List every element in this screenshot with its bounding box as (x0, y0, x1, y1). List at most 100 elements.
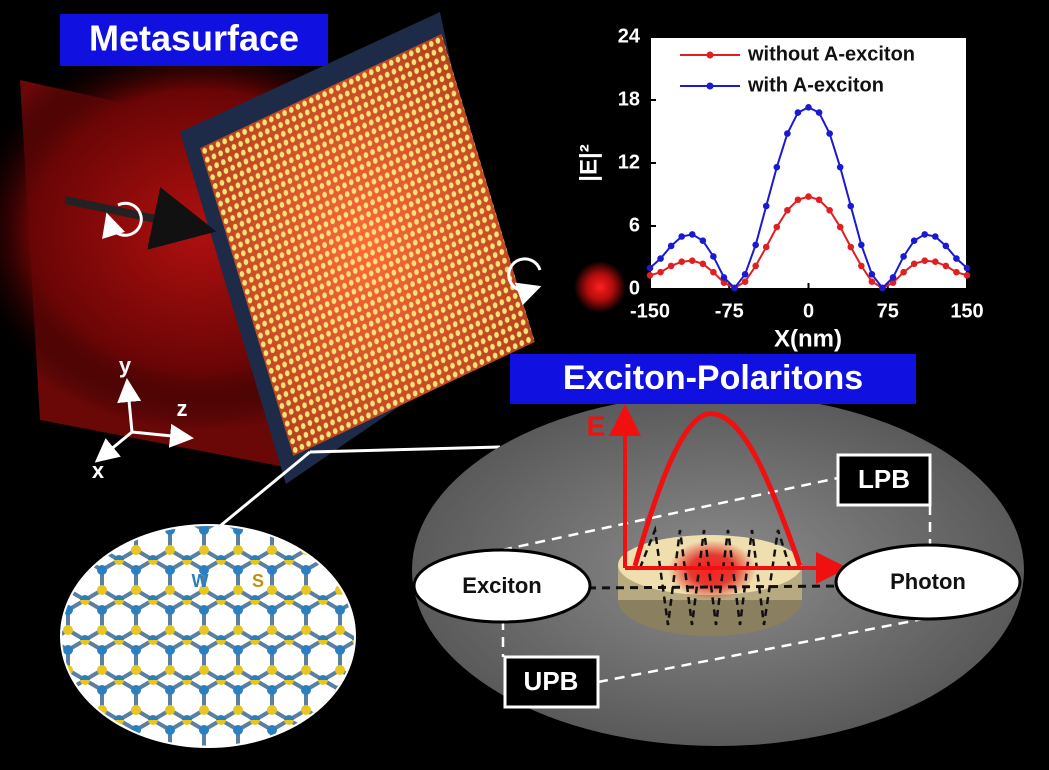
series-point (699, 260, 707, 268)
axis-y: y (119, 353, 132, 378)
series-point (858, 262, 865, 270)
x-tick-label: 150 (950, 300, 983, 322)
y-tick-label: 24 (618, 25, 641, 47)
x-tick-label: 0 (803, 300, 814, 322)
legend-marker (706, 82, 714, 90)
series-point (836, 163, 844, 171)
polaritons-label: Exciton-Polaritons (563, 359, 863, 397)
series-point (879, 284, 886, 292)
x-axis-label: X(nm) (774, 325, 842, 352)
sulfur-label: S (252, 571, 264, 591)
metasurface-label: Metasurface (89, 18, 299, 59)
label-box (510, 354, 916, 404)
y-axis-label: |E|² (575, 144, 602, 181)
series-point (794, 109, 802, 116)
series-point (910, 237, 918, 244)
series-point (762, 202, 770, 210)
series-point (688, 257, 696, 264)
series-point (805, 193, 812, 200)
series-point (794, 196, 802, 204)
legend-label: with A-exciton (747, 74, 884, 96)
series-point (678, 258, 685, 266)
oscillation (638, 525, 792, 626)
series-point (805, 104, 812, 111)
upb-box (503, 655, 600, 709)
polarization-out (507, 257, 542, 306)
series-point (741, 278, 749, 285)
axis-x: x (92, 458, 105, 483)
series-point (762, 243, 770, 251)
exciton-bubble (412, 548, 592, 624)
series-point (815, 109, 823, 116)
output-spot (574, 261, 626, 313)
series-point (657, 268, 664, 276)
y-tick-label: 12 (618, 151, 640, 173)
x-tick-label: -75 (715, 300, 744, 322)
series-point (826, 130, 833, 137)
coupling-line (587, 584, 843, 590)
y-tick-label: 18 (618, 88, 640, 110)
series-point (741, 271, 749, 278)
upb-label: UPB (524, 666, 579, 696)
dispersion-curve (632, 411, 803, 567)
series-point (921, 257, 929, 264)
lpb-label: LPB (858, 464, 910, 494)
series-point (667, 262, 675, 270)
axis-z: z (177, 396, 188, 421)
series-point (752, 262, 759, 270)
series-point (731, 284, 738, 292)
series-point (921, 231, 929, 238)
series-point (773, 163, 781, 171)
series-point (953, 268, 960, 276)
series-point (752, 241, 759, 249)
series-point (678, 233, 685, 240)
coordinate-axes (94, 378, 194, 463)
zoom-line (219, 450, 311, 528)
y-tick-label: 6 (629, 214, 640, 236)
series-point (773, 223, 781, 231)
series-point (784, 206, 791, 214)
series-point (858, 241, 865, 249)
x-tick-label: -150 (630, 300, 670, 322)
label-box (60, 14, 328, 66)
series-point (932, 233, 939, 240)
series-point (868, 271, 876, 278)
exciton-label: Exciton (462, 573, 541, 598)
series-point (646, 264, 654, 272)
metasurface-array (200, 34, 535, 457)
lattice (62, 526, 354, 746)
series-point (847, 243, 855, 251)
plot-area (649, 36, 968, 290)
zoom-line (309, 445, 501, 454)
photon-label: Photon (890, 569, 966, 594)
tungsten-label: W (192, 571, 209, 591)
series-point (932, 258, 939, 266)
series-point (963, 264, 971, 272)
polarization-in (102, 201, 143, 240)
series-point (826, 206, 833, 214)
series-point (784, 130, 791, 137)
series-point (900, 268, 907, 276)
series-point (699, 237, 707, 244)
dashed-guides (501, 476, 932, 684)
series-point (667, 242, 675, 250)
series-point (710, 253, 717, 260)
series-point (657, 255, 664, 262)
chart: X(nm) |E|² 0 6 12 18 24 -150 -75 0 75 150 without … (575, 25, 983, 352)
series-point (847, 202, 855, 210)
series-point (963, 272, 971, 279)
energy-label: E (587, 410, 606, 441)
series-point (910, 260, 918, 268)
incident-arrow (64, 187, 217, 250)
series-point (900, 253, 907, 260)
series-point (889, 279, 897, 287)
series-point (942, 262, 950, 270)
series-point (868, 278, 876, 285)
series-point (720, 274, 728, 281)
series-point (953, 255, 960, 262)
series-point (836, 223, 844, 231)
series-point (942, 242, 950, 250)
series-point (688, 231, 696, 238)
